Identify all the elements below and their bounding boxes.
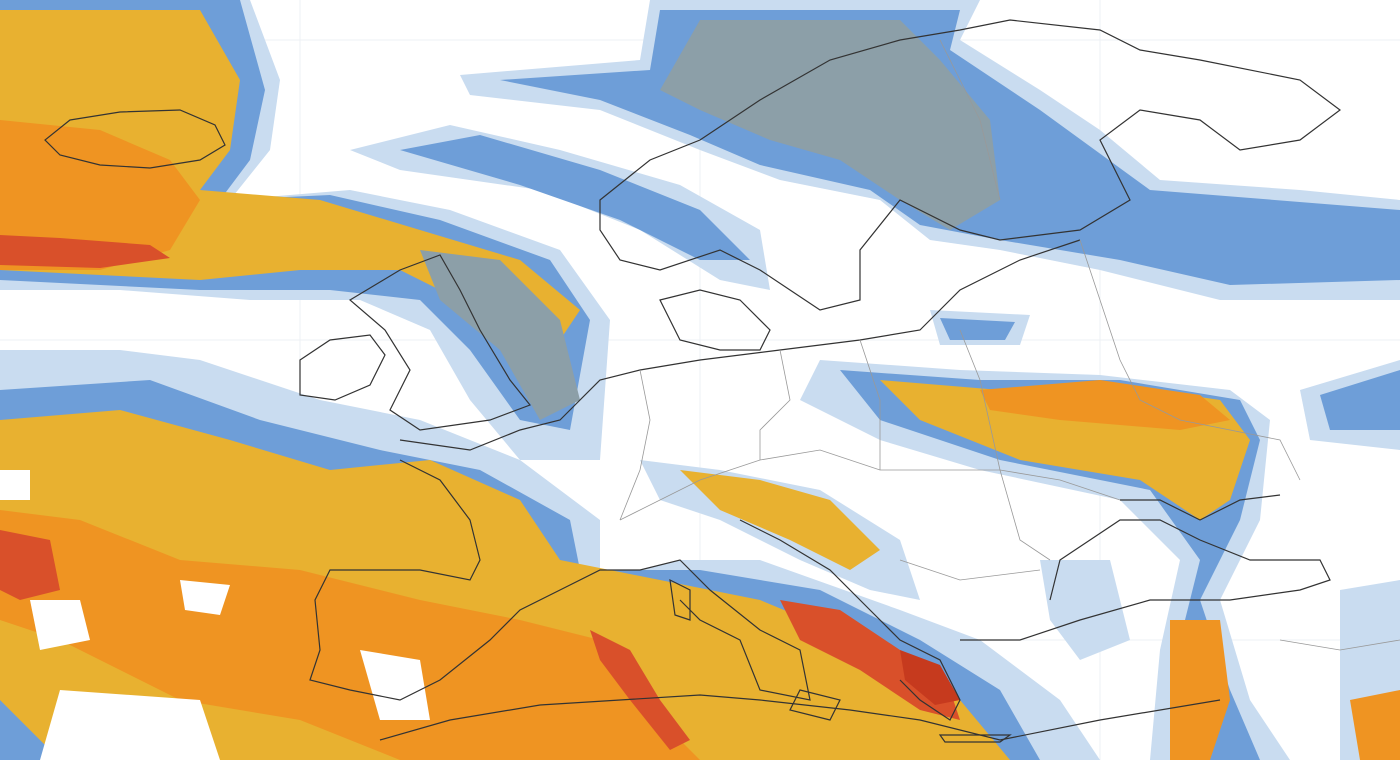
coastlines: [44, 19, 1341, 743]
borders: [619, 39, 1400, 651]
